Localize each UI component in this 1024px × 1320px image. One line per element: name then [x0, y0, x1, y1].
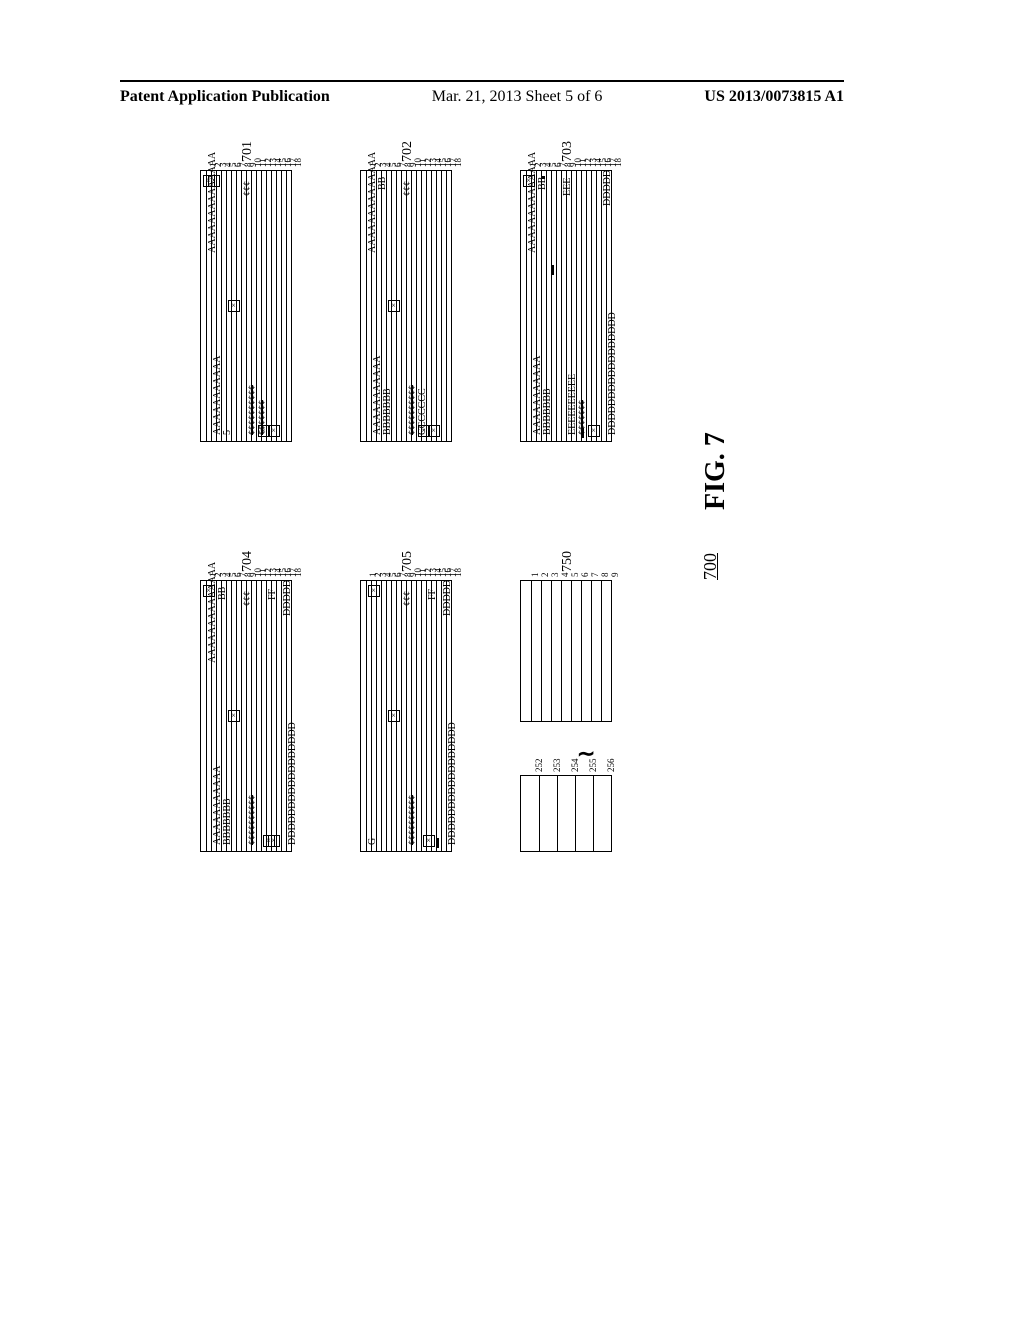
index-row-num: 3	[550, 573, 560, 578]
cell-text: BB	[217, 587, 228, 600]
cell-text: DDDDD	[282, 580, 293, 616]
header-right: US 2013/0073815 A1	[704, 88, 844, 106]
x-marker-icon: ×	[268, 425, 280, 437]
x-marker-icon: ×	[523, 175, 535, 187]
index-row-num: 255	[588, 759, 598, 773]
x-marker-icon: ×	[228, 710, 240, 722]
cell-text: AAAAAAAAAAA	[212, 766, 223, 845]
panel-705	[360, 580, 452, 852]
dot-marker	[542, 176, 545, 179]
x-marker-icon: ×	[228, 300, 240, 312]
cell-text: DDDDDDDDDDDDDDDDD	[447, 722, 458, 845]
header-left: Patent Application Publication	[120, 88, 330, 106]
ellipsis-tilde: ≀	[573, 749, 599, 757]
panel-750-bottom	[520, 775, 612, 852]
filled-marker	[551, 265, 554, 275]
cell-text: EEE	[562, 177, 573, 195]
page-header: Patent Application Publication Mar. 21, …	[120, 80, 844, 106]
cell-text: G	[367, 838, 378, 845]
index-row-num: 7	[590, 573, 600, 578]
cell-text: ¢¢¢¢¢¢¢¢¢¢	[247, 385, 258, 435]
x-marker-icon: ×	[208, 175, 220, 187]
cell-text: BBBBBBB	[542, 388, 553, 435]
panel-750-top	[520, 580, 612, 722]
cell-text: FF	[427, 589, 438, 600]
index-row-num: 8	[600, 573, 610, 578]
cell-text: DDDDD	[602, 170, 613, 206]
x-marker-icon: ×	[588, 425, 600, 437]
cell-text: AAAAAAAAAAA	[212, 356, 223, 435]
cell-text: ¢¢¢¢¢¢¢¢¢¢	[407, 385, 418, 435]
x-marker-icon: ×	[388, 710, 400, 722]
cell-text: FF	[267, 589, 278, 600]
cell-text: AAAAAAAAAAA	[532, 356, 543, 435]
cell-text: ¢¢¢	[242, 181, 253, 196]
row-number: 18	[453, 158, 463, 167]
index-row-num: 5	[570, 573, 580, 578]
cell-text: ¢¢¢¢¢¢¢¢¢¢	[407, 795, 418, 845]
cell-text: BBBBBBB	[382, 388, 393, 435]
cell-text: BB	[377, 177, 388, 190]
cell-text: DDDDD	[442, 580, 453, 616]
index-row-num: 9	[610, 573, 620, 578]
cell-text: EEEEEEEEEE	[567, 374, 578, 435]
panel-ref-750: 750	[560, 551, 576, 572]
index-row-num: 254	[570, 759, 580, 773]
x-marker-icon: ×	[268, 835, 280, 847]
cell-text: AAAAAAAAAAA	[372, 356, 383, 435]
cell-text: DDDDDDDDDDDDDDDDD	[607, 312, 618, 435]
x-marker-icon: ×	[388, 300, 400, 312]
index-row-num: 256	[606, 759, 616, 773]
cell-text: DDDDDDDDDDDDDDDDD	[287, 722, 298, 845]
cell-text: BB	[537, 177, 548, 190]
x-marker-icon: ×	[203, 585, 215, 597]
cell-text: ¢¢¢	[242, 591, 253, 606]
cell-text: ¢¢¢	[402, 181, 413, 196]
index-row-num: 2	[540, 573, 550, 578]
header-center: Mar. 21, 2013 Sheet 5 of 6	[432, 88, 603, 106]
index-row-num: 4	[560, 573, 570, 578]
index-row-num: 6	[580, 573, 590, 578]
row-number: 18	[613, 158, 623, 167]
index-row-num: 253	[552, 759, 562, 773]
x-marker-icon: ×	[423, 835, 435, 847]
filled-marker	[436, 838, 439, 848]
cell-text: BBBBBBB	[222, 798, 233, 845]
row-number: 18	[293, 568, 303, 577]
cell-text: ¢¢¢	[402, 591, 413, 606]
figure-label: FIG. 7	[700, 432, 732, 510]
cell-text: ¢¢¢¢¢¢¢¢¢¢	[247, 795, 258, 845]
figure-ref: 700	[700, 553, 721, 580]
index-row-num: 1	[530, 573, 540, 578]
cell-text: 5	[222, 430, 233, 435]
row-number: 18	[453, 568, 463, 577]
index-row-num: 252	[534, 759, 544, 773]
row-number: 18	[293, 158, 303, 167]
filled-marker	[581, 428, 584, 438]
x-marker-icon: ×	[428, 425, 440, 437]
x-marker-icon: ×	[368, 585, 380, 597]
